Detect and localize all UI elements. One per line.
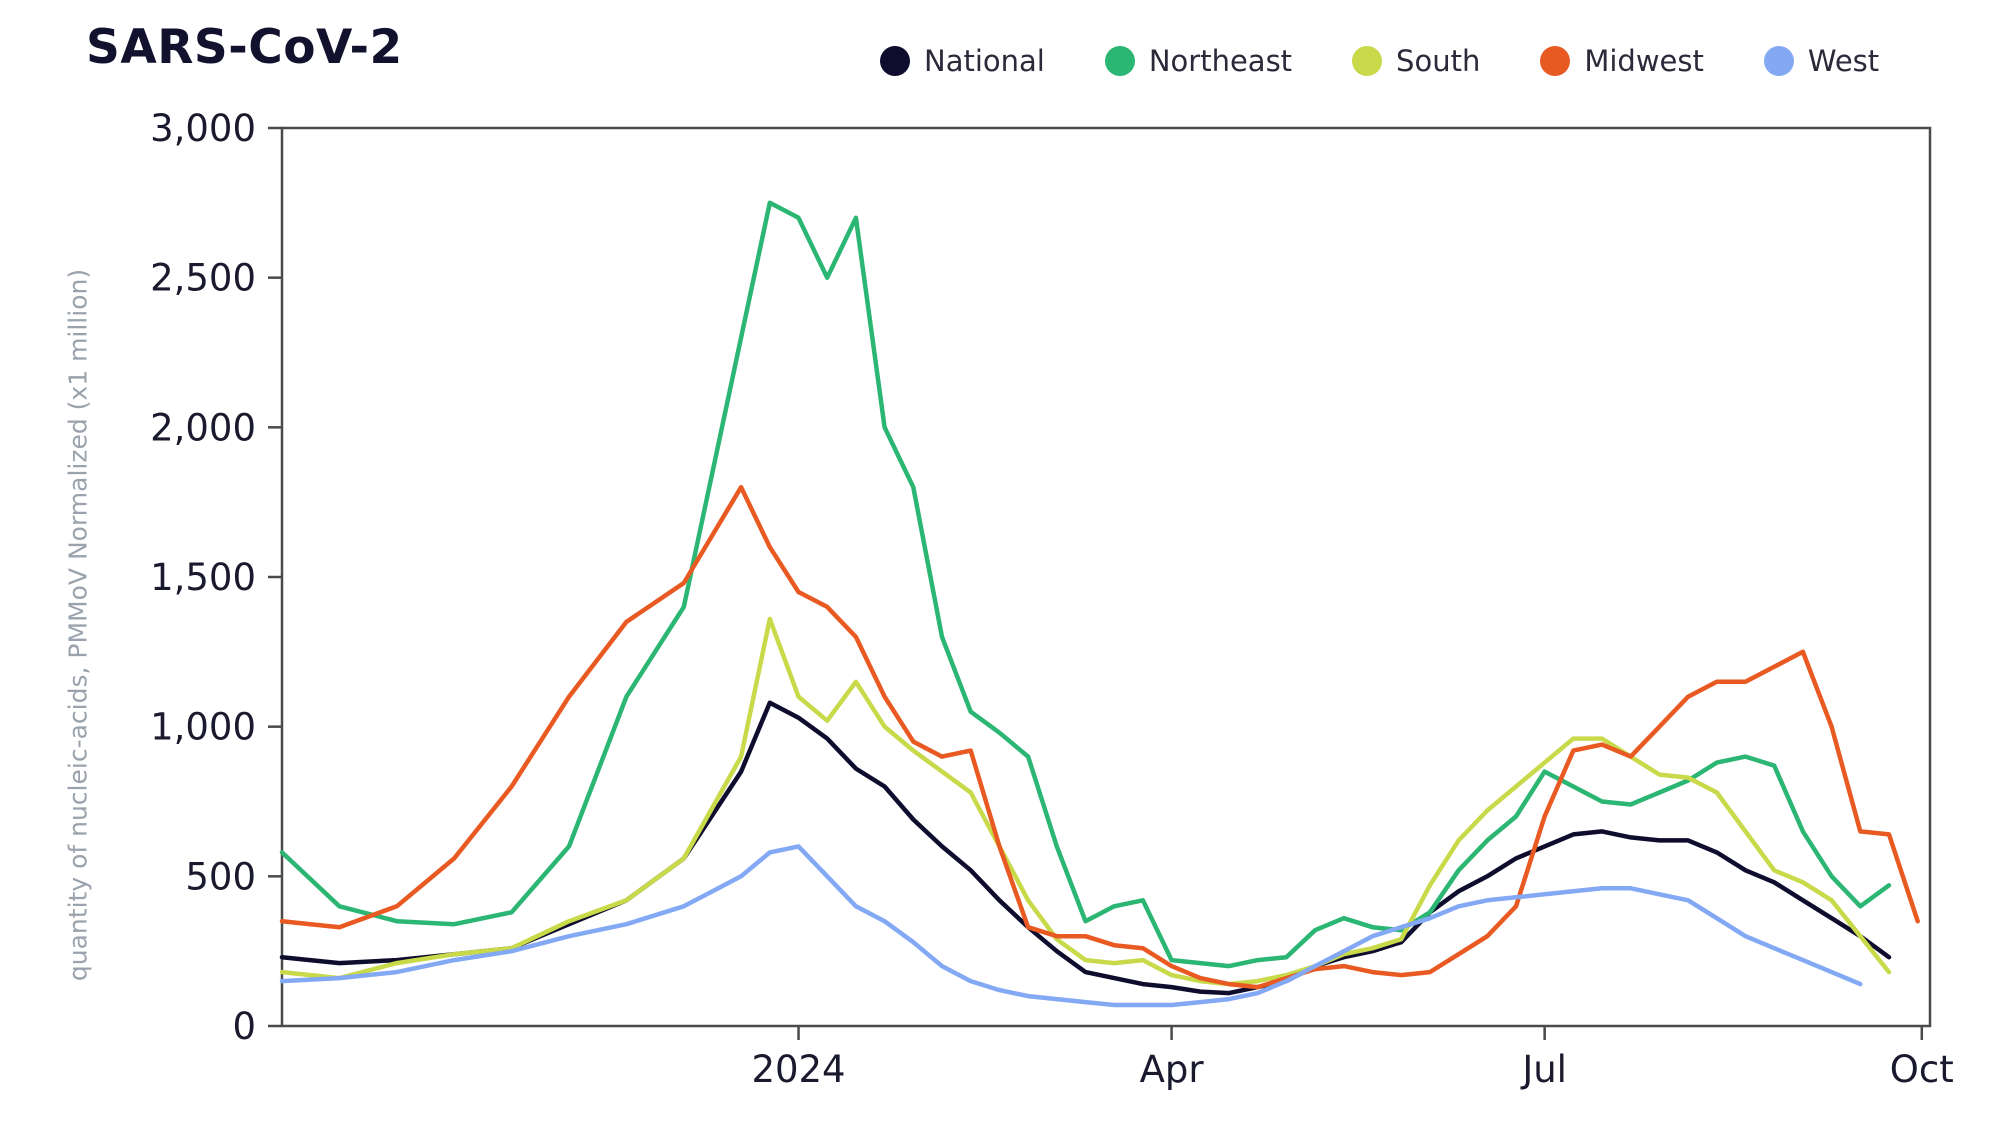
y-tick-label: 3,000 [150,107,256,150]
legend-label: Northeast [1148,44,1293,78]
y-tick-label: 500 [185,855,256,898]
legend-item-northeast[interactable]: Northeast [1104,44,1293,78]
series-line-national[interactable] [279,700,1892,996]
y-axis: 0 500 1,000 1,500 2,000 2,500 3,000 [150,107,282,1048]
legend-dot-icon [1352,46,1383,76]
legend-label: National [924,44,1045,78]
legend-label: South [1396,44,1481,78]
legend-item-south[interactable]: South [1352,44,1480,78]
x-axis: 2024 Apr Jul Oct [751,1026,1954,1091]
legend-dot-icon [1763,46,1794,76]
legend-label: West [1807,44,1880,78]
legend-dot-icon [1104,46,1135,76]
y-tick-label: 1,000 [150,706,256,749]
series-line-midwest[interactable] [279,484,1920,990]
chart-title: SARS-CoV-2 [86,20,403,75]
legend-dot-icon [880,46,910,76]
x-tick-label: Apr [1140,1048,1205,1091]
series-line-west[interactable] [279,844,1863,1008]
series-line-south[interactable] [279,616,1892,987]
x-tick-label: 2024 [751,1048,845,1091]
legend-item-national[interactable]: National [880,44,1045,78]
legend-dot-icon [1540,46,1571,76]
legend: National Northeast South Midwest West [880,44,1939,78]
series-line-northeast[interactable] [279,200,1892,969]
legend-item-midwest[interactable]: Midwest [1540,44,1704,78]
y-tick-label: 2,000 [150,406,256,449]
series-group [279,200,1920,1008]
legend-label: Midwest [1584,44,1704,78]
x-tick-label: Jul [1520,1048,1567,1091]
x-tick-label: Oct [1890,1048,1954,1091]
y-tick-label: 2,500 [150,257,256,300]
y-tick-label: 0 [232,1005,256,1048]
legend-item-west[interactable]: West [1763,44,1880,78]
y-tick-label: 1,500 [150,556,256,599]
